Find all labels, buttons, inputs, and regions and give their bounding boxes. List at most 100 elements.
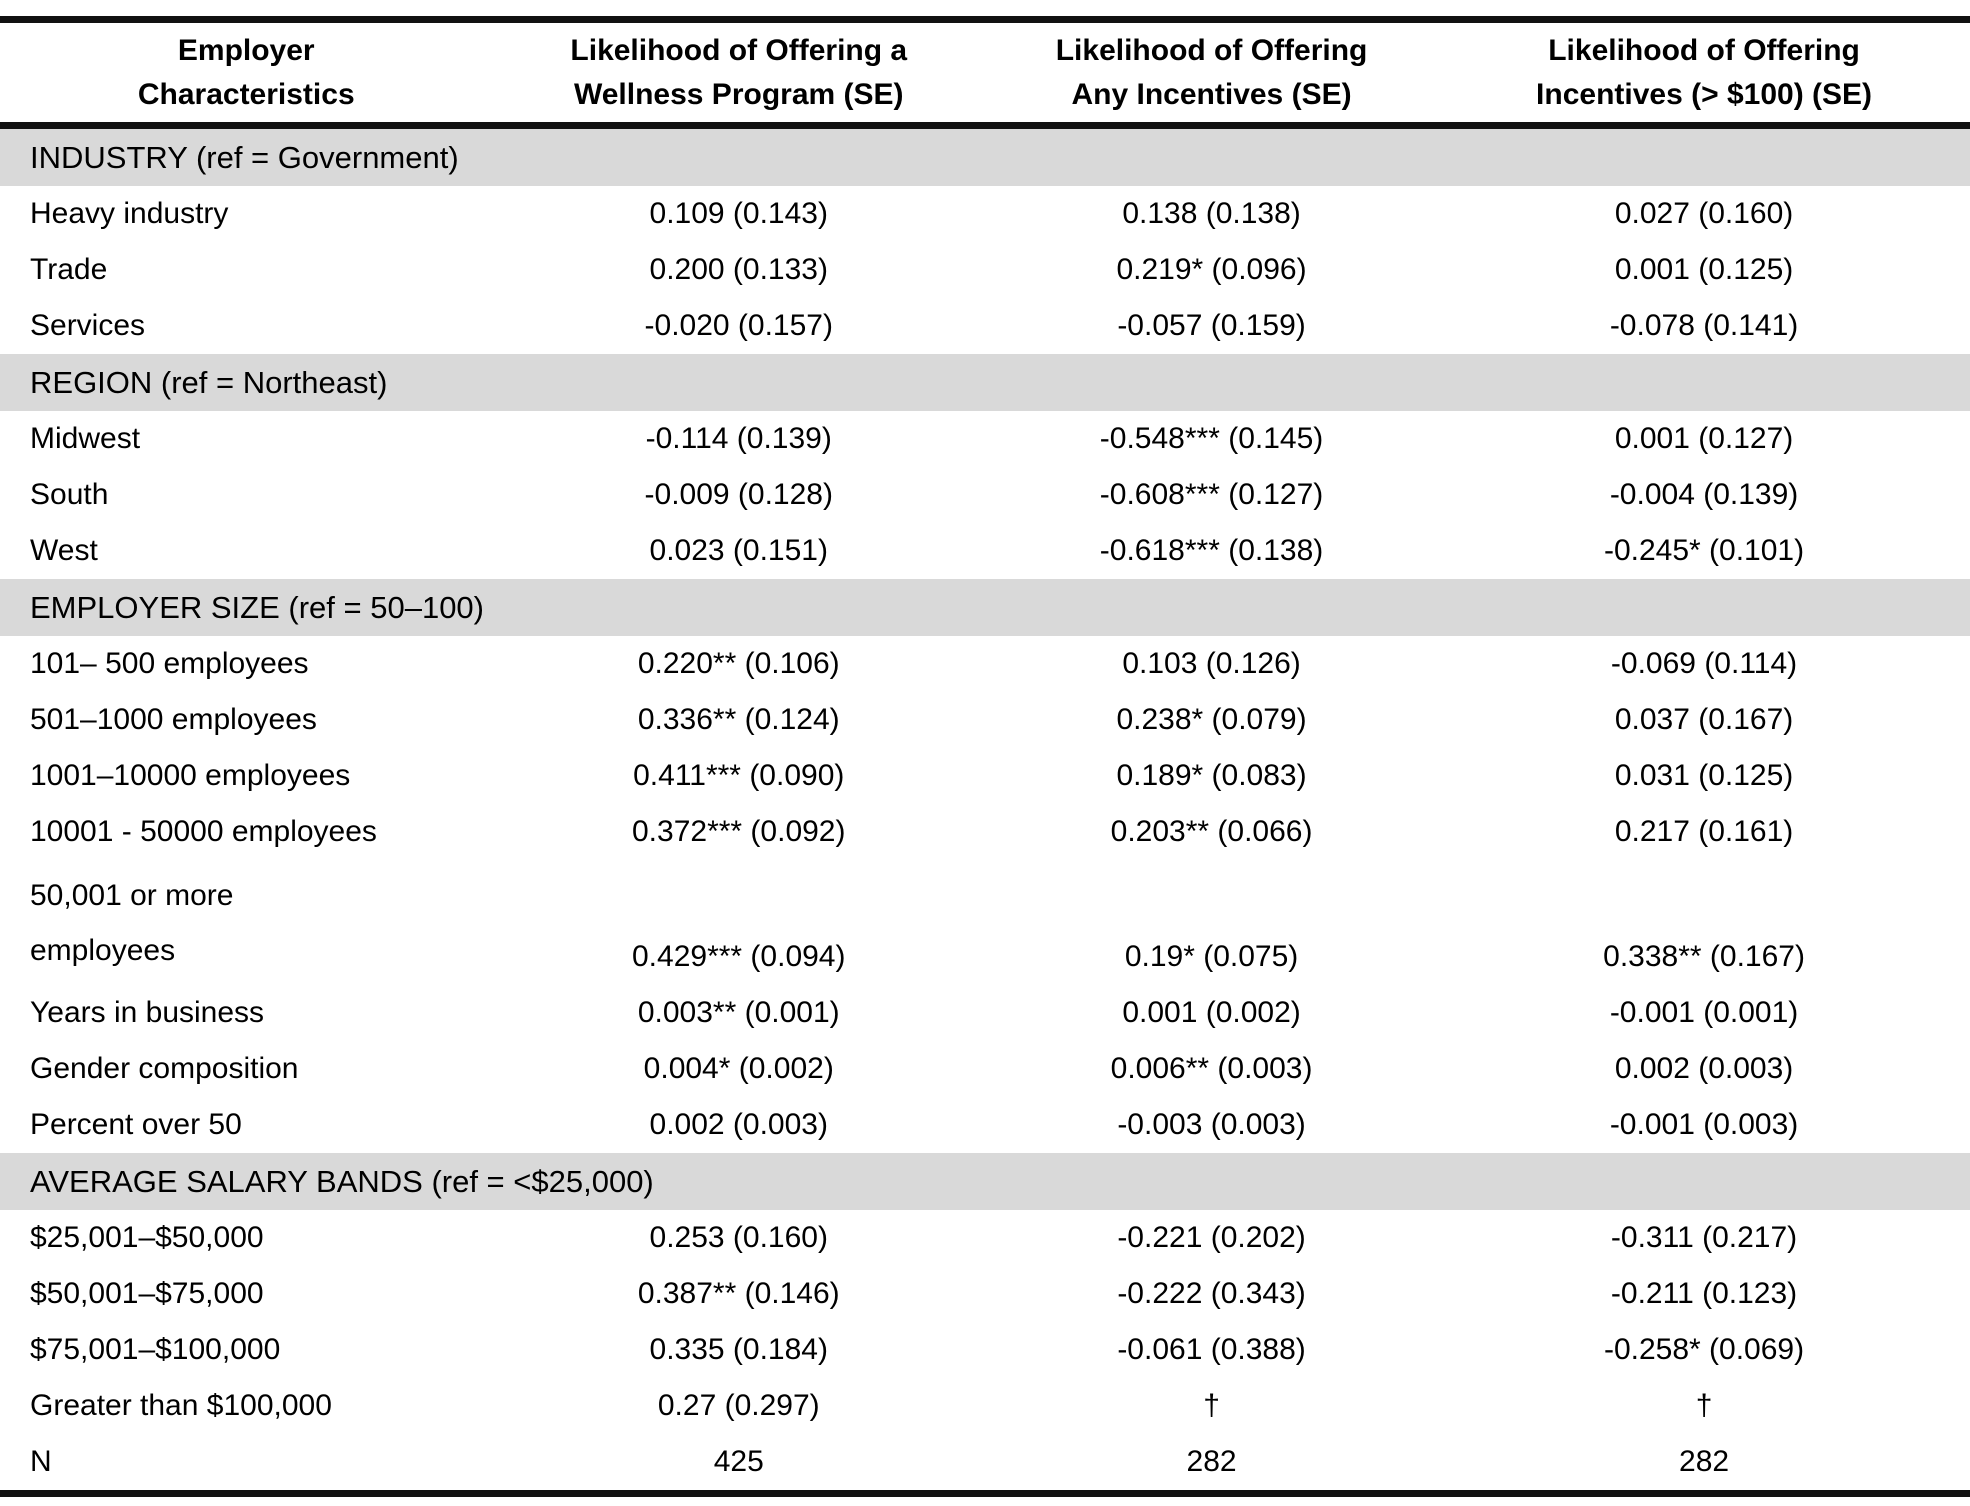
cell-value: -0.548*** (0.145) [1099,422,1324,455]
cell-value: -0.114 (0.139) [645,422,832,455]
cell-value: 0.002 (0.003) [649,1108,828,1141]
row-label: 1001–10000 employees [30,759,351,792]
cell-value: -0.001 (0.003) [1609,1108,1799,1141]
table-row: 101– 500 employees 0.220** (0.106) 0.103… [0,636,1970,692]
cell-value: 0.001 (0.127) [1614,422,1794,455]
table-body: INDUSTRY (ref = Government) Heavy indust… [0,125,1970,1494]
column-header-incentives-over-100: Likelihood of Offering Incentives (> $10… [1536,33,1873,111]
cell-value: -0.608*** (0.127) [1099,478,1324,511]
cell-value: -0.003 (0.003) [1117,1108,1306,1141]
cell-value: 0.338** (0.167) [1603,940,1805,973]
table-row: 501–1000 employees 0.336** (0.124) 0.238… [0,692,1970,748]
table-row: South -0.009 (0.128) -0.608*** (0.127) -… [0,467,1970,523]
row-label: Heavy industry [30,197,229,230]
cell-value: 0.001 (0.002) [1122,996,1301,1029]
row-label: $75,001–$100,000 [30,1333,281,1366]
table-row-sample-size: N 425 282 282 [0,1434,1970,1494]
row-label: 10001 - 50000 employees [30,815,377,848]
header-row: Employer Characteristics Likelihood of O… [0,20,1970,126]
cell-value: -0.245* (0.101) [1603,534,1805,567]
cell-value: -0.211 (0.123) [1610,1277,1798,1310]
note-label: NOTE: [0,1497,1970,1506]
section-row-region: REGION (ref = Northeast) [0,354,1970,411]
cell-value: -0.222 (0.343) [1117,1277,1306,1310]
cell-value: 0.19* (0.075) [1124,940,1299,973]
cell-value: -0.258* (0.069) [1603,1333,1805,1366]
table-row: Gender composition 0.004* (0.002) 0.006*… [0,1041,1970,1097]
cell-value: 0.189* (0.083) [1116,759,1307,792]
row-label: Percent over 50 [30,1108,242,1141]
cell-value: -0.078 (0.141) [1609,309,1799,342]
cell-value: 0.238* (0.079) [1116,703,1307,736]
table-row: Heavy industry 0.109 (0.143) 0.138 (0.13… [0,186,1970,242]
cell-value: 0.023 (0.151) [649,534,828,567]
cell-value: 0.138 (0.138) [1122,197,1301,230]
row-label: $25,001–$50,000 [30,1221,264,1254]
cell-value: 0.335 (0.184) [649,1333,828,1366]
table-row: West 0.023 (0.151) -0.618*** (0.138) -0.… [0,523,1970,579]
cell-value-dagger: † [1695,1389,1713,1422]
cell-value-dagger: † [1203,1389,1220,1422]
table-row: $75,001–$100,000 0.335 (0.184) -0.061 (0… [0,1322,1970,1378]
row-label: Midwest [30,422,141,455]
cell-value: -0.618*** (0.138) [1099,534,1324,567]
cell-value: 0.253 (0.160) [649,1221,828,1254]
cell-value: -0.061 (0.388) [1117,1333,1306,1366]
cell-value: -0.004 (0.139) [1609,478,1799,511]
cell-value: 282 [1186,1445,1237,1478]
row-label: Greater than $100,000 [30,1389,332,1422]
section-label: INDUSTRY (ref = Government) [0,125,1970,186]
cell-value: 0.411*** (0.090) [633,759,845,792]
cell-value: 0.031 (0.125) [1614,759,1794,792]
row-label: Years in business [30,996,265,1029]
cell-value: 0.336** (0.124) [637,703,840,736]
section-label: REGION (ref = Northeast) [0,354,1970,411]
row-label: Services [30,309,146,342]
row-label: $50,001–$75,000 [30,1277,264,1310]
cell-value: 0.001 (0.125) [1614,253,1794,286]
cell-value: 0.387** (0.146) [637,1277,840,1310]
cell-value: 0.203** (0.066) [1110,815,1313,848]
cell-value: 0.219* (0.096) [1116,253,1307,286]
table-row: Trade 0.200 (0.133) 0.219* (0.096) 0.001… [0,242,1970,298]
cell-value: 0.220** (0.106) [637,647,840,680]
row-label: N [30,1445,52,1478]
row-label: Gender composition [30,1052,299,1085]
cell-value: 0.002 (0.003) [1614,1052,1794,1085]
cell-value: 0.372*** (0.092) [632,815,846,848]
table-row: $25,001–$50,000 0.253 (0.160) -0.221 (0.… [0,1210,1970,1266]
table-row: Years in business 0.003** (0.001) 0.001 … [0,985,1970,1041]
cell-value: -0.311 (0.217) [1610,1221,1798,1254]
cell-value: 0.103 (0.126) [1122,647,1301,680]
table-row: 10001 - 50000 employees 0.372*** (0.092)… [0,804,1970,860]
row-label: 101– 500 employees [30,647,309,680]
table-row: $50,001–$75,000 0.387** (0.146) -0.222 (… [0,1266,1970,1322]
table-row: Midwest -0.114 (0.139) -0.548*** (0.145)… [0,411,1970,467]
cell-value: 0.004* (0.002) [643,1052,834,1085]
cell-value: 0.003** (0.001) [637,996,840,1029]
cell-value: 0.200 (0.133) [649,253,828,286]
cell-value: -0.020 (0.157) [644,309,833,342]
cell-value: 0.109 (0.143) [649,197,828,230]
table-row: Services -0.020 (0.157) -0.057 (0.159) -… [0,298,1970,354]
row-label: South [30,478,109,511]
section-row-employer-size: EMPLOYER SIZE (ref = 50–100) [0,579,1970,636]
cell-value: 0.006** (0.003) [1110,1052,1313,1085]
cell-value: -0.057 (0.159) [1117,309,1306,342]
cell-value: 0.027 (0.160) [1614,197,1794,230]
cell-value: 282 [1679,1445,1730,1478]
row-label: Trade [30,253,108,286]
cell-value: -0.001 (0.001) [1609,996,1799,1029]
table-row: Percent over 50 0.002 (0.003) -0.003 (0.… [0,1097,1970,1153]
cell-value: 0.429*** (0.094) [632,940,846,973]
row-label: 50,001 or more employees [30,878,234,967]
row-label: West [30,534,98,567]
cell-value: 0.037 (0.167) [1614,703,1794,736]
cell-value: -0.069 (0.114) [1610,647,1798,680]
section-label: EMPLOYER SIZE (ref = 50–100) [0,579,1970,636]
table-row: 50,001 or more employees 0.429*** (0.094… [0,860,1970,985]
section-row-average-salary-bands: AVERAGE SALARY BANDS (ref = <$25,000) [0,1153,1970,1210]
cell-value: -0.009 (0.128) [644,478,833,511]
column-header-wellness-program: Likelihood of Offering a Wellness Progra… [570,33,908,111]
